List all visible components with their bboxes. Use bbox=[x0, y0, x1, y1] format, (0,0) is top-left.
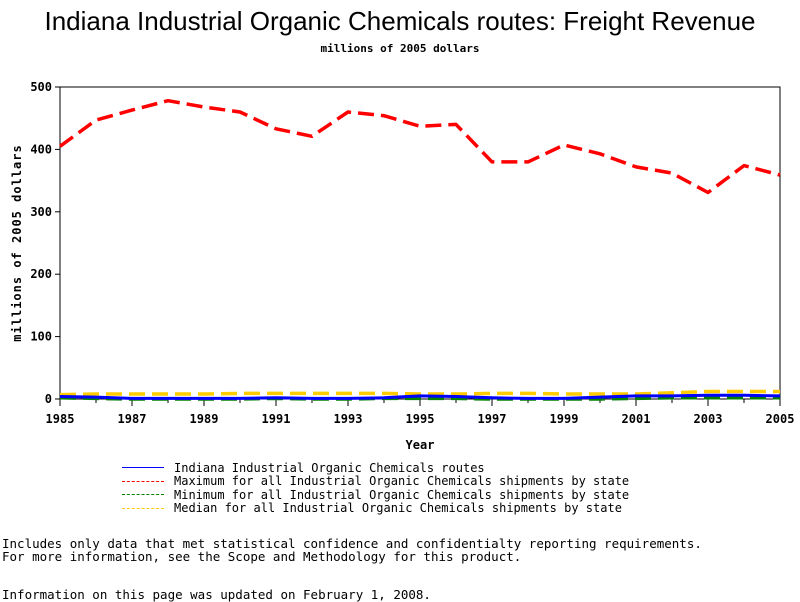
legend-label: Maximum for all Industrial Organic Chemi… bbox=[174, 474, 630, 489]
chart-legend: Indiana Industrial Organic Chemicals rou… bbox=[122, 461, 629, 515]
plot-frame bbox=[59, 86, 781, 400]
y-tick-label: 400 bbox=[30, 142, 52, 156]
y-tick-label: 200 bbox=[30, 267, 52, 281]
legend-swatch bbox=[122, 480, 164, 482]
legend-label: Median for all Industrial Organic Chemic… bbox=[174, 501, 622, 516]
x-tick-label: 1995 bbox=[406, 412, 435, 426]
legend-swatch bbox=[122, 507, 164, 509]
chart-subtitle: millions of 2005 dollars bbox=[320, 42, 480, 55]
series-line-3 bbox=[59, 389, 780, 397]
legend-item: Maximum for all Industrial Organic Chemi… bbox=[122, 474, 630, 489]
x-tick-label: 1985 bbox=[46, 412, 75, 426]
y-axis-label: millions of 2005 dollars bbox=[10, 144, 24, 341]
x-tick-label: 1991 bbox=[262, 412, 291, 426]
x-tick-label: 1997 bbox=[478, 412, 507, 426]
x-tick-label: 2005 bbox=[766, 412, 795, 426]
legend-item: Median for all Industrial Organic Chemic… bbox=[122, 501, 629, 516]
series-line-0 bbox=[59, 393, 781, 400]
y-tick-label: 0 bbox=[45, 392, 52, 406]
x-tick-label: 1999 bbox=[550, 412, 579, 426]
x-tick-label: 1989 bbox=[190, 412, 219, 426]
legend-label: Minimum for all Industrial Organic Chemi… bbox=[174, 487, 630, 502]
y-tick-label: 100 bbox=[30, 330, 52, 344]
y-tick-label: 300 bbox=[30, 205, 52, 219]
legend-item: Minimum for all Industrial Organic Chemi… bbox=[122, 488, 629, 502]
legend-label: Indiana Industrial Organic Chemicals rou… bbox=[174, 460, 485, 475]
series-line-1 bbox=[58, 98, 781, 195]
x-axis-label: Year bbox=[406, 438, 435, 452]
x-axis: 1985 1987 1989 1991 1993 1995 1997 1999 2001 2003… bbox=[46, 399, 795, 426]
x-tick-label: 1993 bbox=[334, 412, 363, 426]
footnote-confidence: Includes only data that met statistical … bbox=[2, 536, 702, 551]
legend-swatch bbox=[122, 467, 164, 469]
x-tick-label: 1987 bbox=[118, 412, 147, 426]
footnote-methodology: For more information, see the Scope and … bbox=[2, 549, 522, 564]
legend-item: Indiana Industrial Organic Chemicals rou… bbox=[122, 461, 629, 475]
x-tick-label: 2001 bbox=[622, 412, 651, 426]
y-tick-label: 500 bbox=[30, 80, 52, 94]
x-tick-label: 2003 bbox=[694, 412, 723, 426]
legend-swatch bbox=[122, 494, 164, 496]
footnote-updated: Information on this page was updated on … bbox=[2, 587, 431, 602]
series-lines bbox=[58, 98, 781, 401]
y-axis: 0 100 200 300 400 500 bbox=[30, 80, 60, 406]
chart-title: Indiana Industrial Organic Chemicals rou… bbox=[44, 6, 756, 36]
